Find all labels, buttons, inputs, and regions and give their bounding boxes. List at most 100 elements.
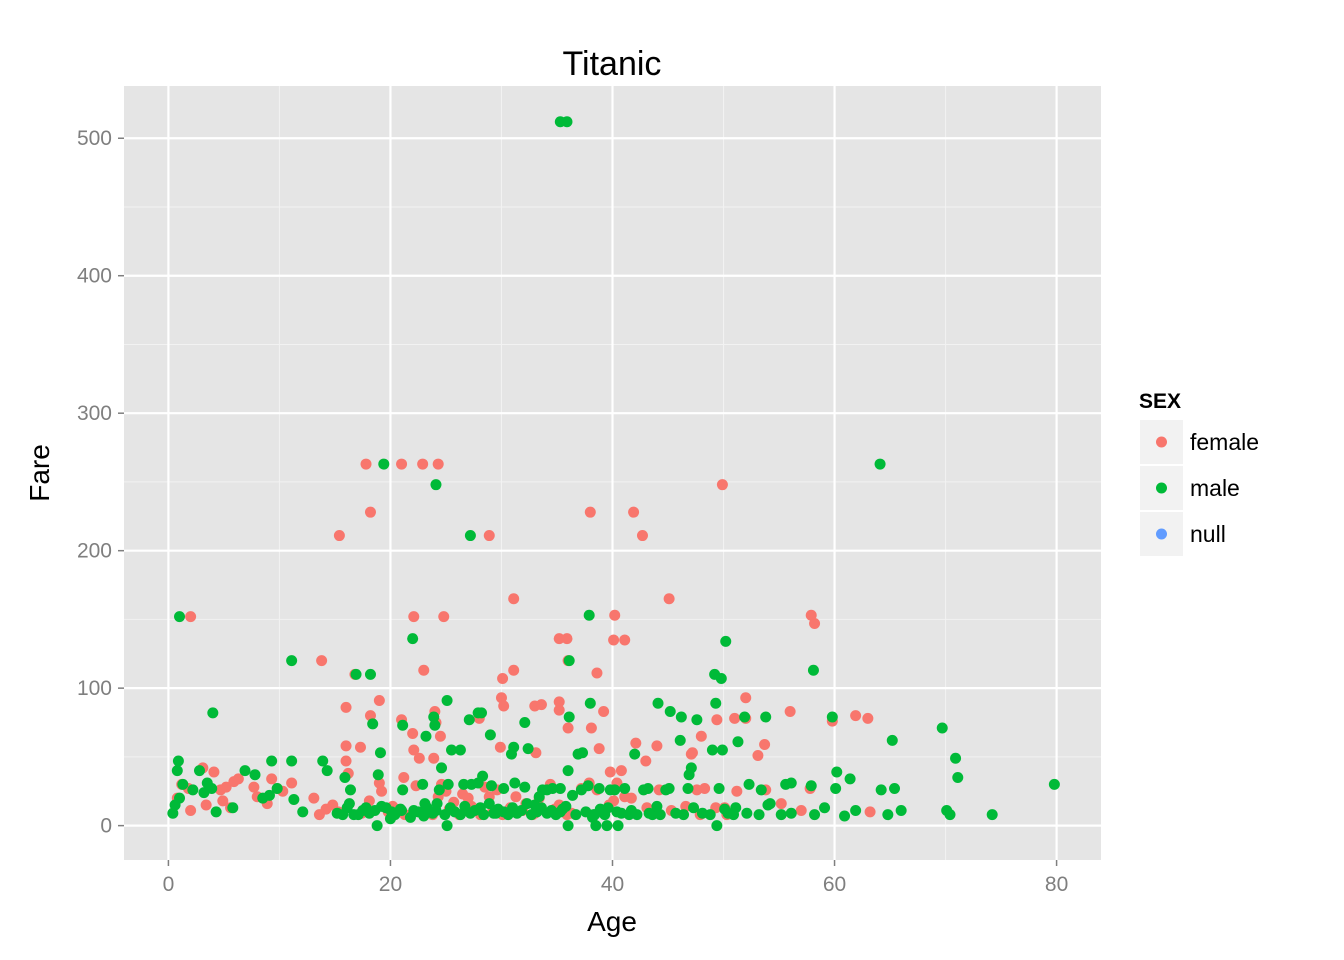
data-point-male: [886, 734, 898, 746]
data-point-male: [713, 783, 725, 795]
data-point-male: [193, 765, 205, 777]
data-point-male: [720, 635, 732, 647]
data-point-female: [695, 730, 707, 742]
data-point-male: [584, 697, 596, 709]
data-point-male: [464, 530, 476, 542]
legend-title: SEX: [1139, 390, 1181, 413]
data-point-male: [436, 762, 448, 774]
data-point-male: [674, 734, 686, 746]
data-point-male: [850, 805, 862, 817]
data-point-female: [373, 695, 385, 707]
data-point-female: [208, 766, 220, 778]
data-point-female: [619, 634, 631, 646]
data-point-male: [454, 744, 466, 756]
data-point-male: [177, 778, 189, 790]
data-point-male: [257, 792, 269, 804]
data-point-female: [462, 792, 474, 804]
data-point-male: [541, 784, 553, 796]
data-point-male: [651, 800, 663, 812]
data-point-male: [691, 714, 703, 726]
data-point-female: [364, 710, 376, 722]
data-point-female: [711, 714, 723, 726]
data-point-male: [430, 805, 442, 817]
data-point-female: [418, 664, 430, 676]
data-point-male: [831, 766, 843, 778]
data-point-male: [446, 744, 458, 756]
data-point-female: [608, 634, 620, 646]
data-point-male: [171, 765, 183, 777]
data-point-female: [494, 741, 506, 753]
data-point-male: [755, 784, 767, 796]
legend-label-null: null: [1190, 521, 1226, 547]
data-point-male: [839, 810, 851, 822]
data-point-male: [317, 755, 329, 767]
data-point-male: [682, 783, 694, 795]
data-point-male: [286, 655, 298, 667]
data-point-male: [728, 809, 740, 821]
data-point-male: [619, 783, 631, 795]
data-point-male: [609, 784, 621, 796]
data-point-male: [826, 711, 838, 723]
data-point-female: [200, 799, 212, 811]
data-point-female: [308, 792, 320, 804]
data-point-male: [475, 707, 487, 719]
data-point-female: [636, 530, 648, 542]
data-point-female: [508, 593, 520, 605]
data-point-male: [688, 802, 700, 814]
data-point-male: [944, 809, 956, 821]
data-point-male: [169, 799, 181, 811]
data-point-male: [629, 748, 641, 760]
data-point-male: [562, 765, 574, 777]
data-point-male: [711, 820, 723, 832]
data-point-female: [217, 795, 229, 807]
data-point-male: [593, 783, 605, 795]
x-tick-label: 20: [379, 873, 402, 896]
data-point-female: [510, 791, 522, 803]
data-point-male: [498, 783, 510, 795]
data-point-female: [185, 611, 197, 623]
data-point-male: [339, 772, 351, 784]
data-point-female: [407, 728, 419, 740]
data-point-female: [432, 458, 444, 470]
data-point-male: [428, 711, 440, 723]
data-point-female: [663, 593, 675, 605]
data-point-female: [809, 618, 821, 630]
data-point-female: [340, 755, 352, 767]
data-point-male: [716, 744, 728, 756]
data-point-male: [819, 802, 831, 814]
data-point-male: [830, 783, 842, 795]
data-point-male: [706, 744, 718, 756]
data-point-male: [350, 668, 362, 680]
data-point-female: [498, 700, 510, 712]
data-point-male: [288, 794, 300, 806]
data-point-male: [271, 783, 283, 795]
data-point-female: [373, 777, 385, 789]
data-point-male: [590, 820, 602, 832]
data-point-female: [333, 530, 345, 542]
data-point-male: [441, 820, 453, 832]
data-point-male: [554, 783, 566, 795]
data-point-male: [533, 791, 545, 803]
data-point-male: [458, 778, 470, 790]
data-point-female: [640, 755, 652, 767]
data-point-male: [741, 807, 753, 819]
data-point-male: [642, 783, 654, 795]
data-point-male: [753, 809, 765, 821]
data-point-female: [340, 701, 352, 713]
data-point-female: [609, 609, 621, 621]
data-point-male: [478, 809, 490, 821]
data-point-male: [509, 777, 521, 789]
data-point-male: [198, 787, 210, 799]
data-point-female: [286, 777, 298, 789]
x-tick-label: 60: [823, 873, 846, 896]
data-point-female: [752, 750, 764, 762]
data-point-male: [369, 805, 381, 817]
x-axis-title: Age: [587, 906, 637, 937]
data-point-male: [882, 809, 894, 821]
data-point-male: [895, 805, 907, 817]
data-point-male: [372, 769, 384, 781]
data-point-male: [775, 809, 787, 821]
data-point-female: [651, 740, 663, 752]
data-point-male: [561, 116, 573, 128]
y-tick-label: 200: [77, 540, 112, 563]
